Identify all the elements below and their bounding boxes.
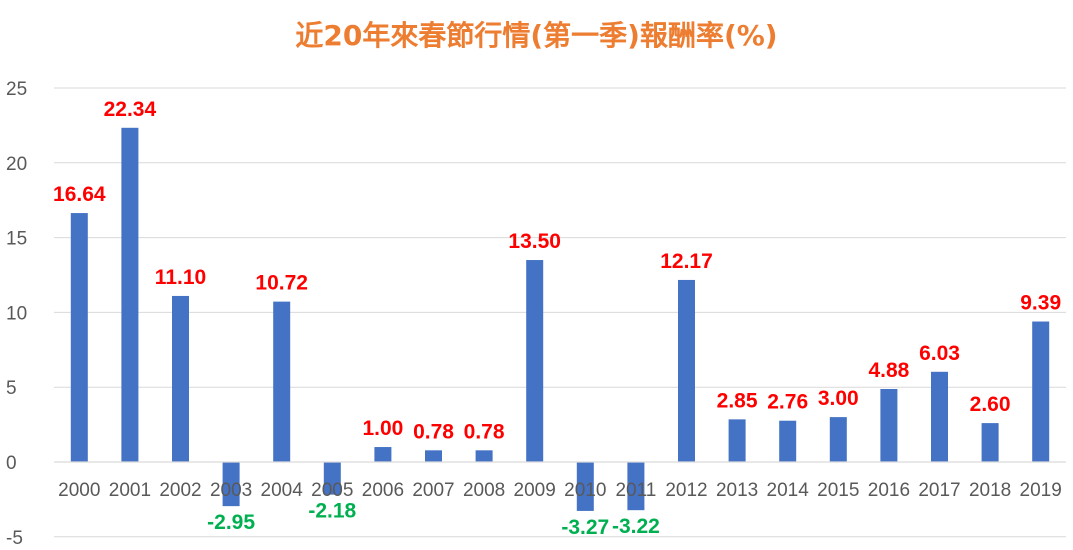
y-tick-label: -5 <box>6 528 23 549</box>
x-tick-label: 2016 <box>868 480 910 501</box>
x-tick-label: 2001 <box>109 480 151 501</box>
x-axis-ticks: 2000 2001 2002 2003 2004 2005 2006 2007 2008 2009… <box>58 480 1062 501</box>
data-label: 2.60 <box>970 393 1011 416</box>
bar-2007 <box>425 450 442 462</box>
bar-2008 <box>475 450 493 462</box>
data-label: 6.03 <box>919 342 960 365</box>
x-tick-label: 2019 <box>1020 480 1062 501</box>
x-tick-label: 2006 <box>362 480 404 501</box>
x-tick-label: 2014 <box>767 480 810 501</box>
bar-2005 <box>323 462 341 495</box>
x-tick-label: 2004 <box>261 480 304 501</box>
y-tick-label: 5 <box>6 378 17 399</box>
data-label: 12.17 <box>660 250 713 273</box>
x-tick-label: 2010 <box>564 480 606 501</box>
data-label: -2.95 <box>207 511 255 534</box>
bar-2016 <box>880 388 898 462</box>
gridlines <box>54 87 1066 538</box>
data-label: 22.34 <box>104 98 157 121</box>
data-label: 11.10 <box>155 266 206 289</box>
bar-2003 <box>222 462 240 507</box>
x-tick-label: 2017 <box>918 480 960 501</box>
bar-2015 <box>829 417 847 462</box>
data-label: -3.27 <box>561 516 609 539</box>
y-tick-label: 15 <box>6 229 27 250</box>
data-label: 4.88 <box>868 359 909 382</box>
data-labels: 16.64 22.34 11.10 -2.95 10.72 -2.18 1.00 0.78 0.… <box>53 98 1061 539</box>
data-label: 9.39 <box>1020 292 1061 315</box>
y-tick-label: 0 <box>6 453 17 474</box>
data-label: -2.18 <box>308 500 356 523</box>
x-tick-label: 2005 <box>311 480 353 501</box>
bars <box>70 127 1050 511</box>
data-label: 0.78 <box>413 420 454 443</box>
x-tick-label: 2002 <box>159 480 201 501</box>
x-tick-label: 2007 <box>412 480 454 501</box>
bar-2004 <box>273 301 291 462</box>
bar-2013 <box>728 419 746 462</box>
y-tick-label: 25 <box>6 79 27 100</box>
x-tick-label: 2018 <box>969 480 1011 501</box>
data-label: 10.72 <box>255 272 308 295</box>
x-tick-label: 2003 <box>210 480 252 501</box>
x-tick-label: 2008 <box>463 480 505 501</box>
bar-2012 <box>678 279 695 462</box>
x-tick-label: 2013 <box>716 480 758 501</box>
x-tick-label: 2011 <box>615 480 656 501</box>
bar-2002 <box>172 295 189 462</box>
data-label: 1.00 <box>362 417 403 440</box>
data-label: 0.78 <box>464 420 505 443</box>
data-label: 2.85 <box>717 389 758 412</box>
data-label: 3.00 <box>818 387 859 410</box>
y-axis-ticks: -5 0 5 10 15 20 25 <box>6 79 27 549</box>
data-label: -3.22 <box>612 515 660 538</box>
bar-2019 <box>1032 321 1050 462</box>
bar-2010 <box>576 462 594 511</box>
y-tick-label: 10 <box>6 303 27 324</box>
data-label: 16.64 <box>53 183 106 206</box>
bar-2011 <box>627 462 645 511</box>
bar-2006 <box>374 447 392 462</box>
bar-2017 <box>931 371 948 462</box>
bar-2018 <box>981 423 999 462</box>
x-tick-label: 2009 <box>514 480 556 501</box>
x-tick-label: 2012 <box>665 480 707 501</box>
chart-title: 近20年來春節行情(第一季)報酬率(%) <box>295 19 778 52</box>
y-tick-label: 20 <box>6 154 27 175</box>
bar-2001 <box>121 127 139 462</box>
data-label: 2.76 <box>767 391 808 414</box>
bar-2009 <box>526 260 544 462</box>
data-label: 13.50 <box>508 230 561 253</box>
x-tick-label: 2000 <box>58 480 100 501</box>
bar-2000 <box>70 213 88 462</box>
x-tick-label: 2015 <box>817 480 859 501</box>
bar-2014 <box>779 420 797 462</box>
